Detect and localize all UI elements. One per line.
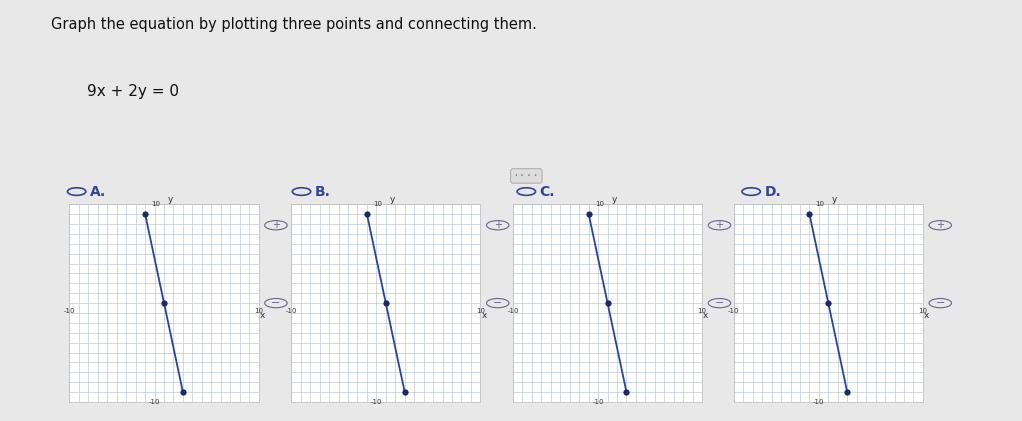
Text: y: y [389, 195, 394, 204]
Text: 10: 10 [919, 308, 927, 314]
Text: D.: D. [764, 184, 781, 199]
Text: +: + [494, 220, 502, 230]
Text: y: y [168, 195, 173, 204]
Text: C.: C. [540, 184, 555, 199]
Text: 10: 10 [373, 201, 382, 207]
Text: −: − [935, 298, 945, 308]
Text: y: y [611, 195, 616, 204]
Text: ····: ···· [513, 171, 540, 181]
Text: -10: -10 [507, 308, 519, 314]
Text: 10: 10 [816, 201, 825, 207]
Text: y: y [832, 195, 837, 204]
Text: Graph the equation by plotting three points and connecting them.: Graph the equation by plotting three poi… [51, 17, 537, 32]
Text: -10: -10 [814, 399, 825, 405]
Text: +: + [936, 220, 944, 230]
Text: -10: -10 [149, 399, 160, 405]
Text: −: − [271, 298, 281, 308]
Text: A.: A. [90, 184, 106, 199]
Text: x: x [481, 311, 486, 320]
Text: x: x [924, 311, 929, 320]
Text: −: − [493, 298, 503, 308]
Text: +: + [715, 220, 724, 230]
Text: -10: -10 [728, 308, 740, 314]
Text: 10: 10 [595, 201, 604, 207]
Text: 10: 10 [476, 308, 484, 314]
Text: -10: -10 [371, 399, 382, 405]
Text: x: x [260, 311, 265, 320]
Text: x: x [703, 311, 708, 320]
Text: +: + [272, 220, 280, 230]
Text: B.: B. [315, 184, 331, 199]
Text: -10: -10 [285, 308, 297, 314]
Text: -10: -10 [593, 399, 604, 405]
Text: 9x + 2y = 0: 9x + 2y = 0 [87, 84, 179, 99]
Text: 10: 10 [151, 201, 160, 207]
Text: 10: 10 [698, 308, 706, 314]
Text: 10: 10 [254, 308, 263, 314]
Text: -10: -10 [63, 308, 76, 314]
Text: −: − [714, 298, 725, 308]
